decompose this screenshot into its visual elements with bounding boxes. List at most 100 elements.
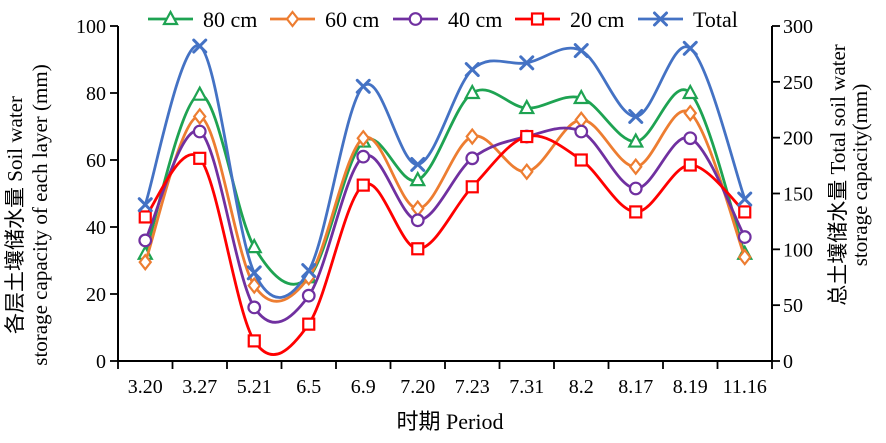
series-80-cm: [136, 83, 754, 286]
circle-marker: [192, 124, 207, 139]
right-axis-tick-label: 150: [783, 184, 813, 206]
diamond-marker: [285, 10, 300, 28]
x-axis-tick-label: 7.23: [455, 376, 490, 398]
chart-generated-content: 0 20 40 60 80 100 0 50 100 150 200 250 300 3.20 3.27 5.…: [76, 7, 813, 398]
left-axis-tick-label: 80: [86, 83, 106, 105]
triangle-marker: [162, 9, 179, 26]
x-marker: [410, 156, 426, 172]
legend-item-20-cm: 20 cm: [515, 7, 624, 32]
x-axis-tick-label: 7.20: [400, 376, 435, 398]
square-marker: [520, 129, 534, 144]
square-marker: [683, 158, 697, 172]
right-axis-tick-label: 50: [783, 295, 803, 317]
right-axis-tick-label: 300: [783, 16, 813, 38]
square-marker: [138, 210, 152, 224]
circle-marker: [301, 288, 316, 303]
x-marker: [682, 40, 698, 56]
x-axis-tick-label: 5.21: [237, 376, 272, 398]
x-marker: [628, 108, 644, 124]
series-20-cm: [138, 129, 752, 356]
axes: 0 20 40 60 80 100 0 50 100 150 200 250 300 3.20 3.27 5.…: [76, 16, 813, 398]
diamond-marker: [519, 162, 534, 181]
x-axis-title: 时期 Period: [397, 409, 504, 434]
square-marker: [193, 151, 207, 165]
square-marker: [411, 242, 425, 256]
triangle-marker: [627, 132, 645, 148]
x-axis-tick-label: 8.19: [673, 376, 708, 398]
x-axis-tick-label: 8.17: [618, 376, 653, 398]
diamond-marker: [247, 276, 262, 295]
legend-label: Total: [693, 7, 738, 32]
square-marker: [530, 12, 545, 26]
diamond-marker: [138, 253, 153, 271]
left-axis-tick-label: 20: [86, 284, 106, 306]
triangle-marker: [518, 98, 536, 115]
diamond-marker: [737, 248, 752, 266]
circle-marker: [138, 233, 153, 248]
x-marker: [355, 78, 371, 94]
legend-label: 80 cm: [203, 7, 257, 32]
diamond-marker: [628, 157, 643, 176]
legend-item-40-cm: 40 cm: [393, 7, 502, 32]
triangle-marker: [245, 237, 263, 254]
left-axis-title: 各层土壤储水量 Soil water storage capacity of e…: [3, 64, 52, 365]
x-marker: [519, 55, 535, 71]
right-axis-tick-label: 0: [783, 351, 793, 373]
square-marker: [629, 205, 643, 219]
diamond-marker: [683, 104, 698, 122]
diamond-marker: [465, 127, 480, 146]
x-axis-tick-label: 3.27: [182, 376, 217, 398]
diamond-marker: [356, 129, 371, 148]
square-marker: [574, 153, 588, 167]
right-axis-title-line1: 总土壤储水量 Total soil water: [826, 44, 850, 306]
circle-marker: [408, 12, 423, 26]
circle-marker: [574, 124, 589, 139]
circle-marker: [628, 181, 643, 196]
triangle-marker: [681, 83, 699, 100]
left-axis-title-line1: 各层土壤储水量 Soil water: [3, 96, 27, 334]
triangle-marker: [409, 170, 427, 187]
diamond-marker: [192, 107, 207, 126]
x-marker: [737, 191, 753, 207]
left-axis-tick-label: 40: [86, 217, 106, 239]
legend-label: 60 cm: [325, 7, 379, 32]
legend-item-total: Total: [638, 7, 738, 32]
x-marker: [246, 265, 262, 281]
triangle-marker: [572, 88, 590, 105]
left-axis-title-line2: storage capacity of each layer (mm): [28, 64, 52, 365]
circle-marker: [410, 213, 425, 228]
series-60-cm: [138, 104, 752, 303]
right-axis-tick-label: 100: [783, 239, 813, 261]
x-marker: [464, 62, 480, 78]
legend: 80 cm 60 cm 40 cm 20 cm Total: [148, 7, 738, 32]
right-axis-tick-label: 200: [783, 128, 813, 150]
circle-marker: [683, 131, 698, 146]
square-marker: [356, 178, 370, 192]
left-axis-tick-label: 100: [76, 16, 106, 38]
circle-marker: [737, 230, 752, 244]
right-axis-title-line2: storage capacity(mm): [848, 84, 872, 267]
circle-marker: [465, 151, 480, 166]
square-marker: [302, 317, 316, 331]
x-marker: [137, 197, 153, 213]
x-axis-tick-label: 8.2: [569, 376, 594, 398]
x-marker: [573, 43, 589, 59]
x-axis-tick-label: 6.9: [351, 376, 376, 398]
circle-marker: [356, 149, 371, 164]
x-axis-tick-label: 7.31: [509, 376, 544, 398]
legend-label: 20 cm: [570, 7, 624, 32]
legend-item-60-cm: 60 cm: [270, 7, 379, 32]
square-marker: [465, 180, 479, 194]
x-marker: [301, 263, 317, 279]
x-marker: [192, 38, 208, 54]
right-axis-title: 总土壤储水量 Total soil water storage capacity…: [826, 44, 872, 306]
series-total: [137, 38, 753, 299]
square-marker: [247, 334, 261, 348]
left-axis-tick-label: 60: [86, 150, 106, 172]
left-axis-tick-label: 0: [96, 351, 106, 373]
x-axis-tick-label: 11.16: [723, 376, 767, 398]
right-axis-tick-label: 250: [783, 72, 813, 94]
triangle-marker: [463, 83, 481, 100]
